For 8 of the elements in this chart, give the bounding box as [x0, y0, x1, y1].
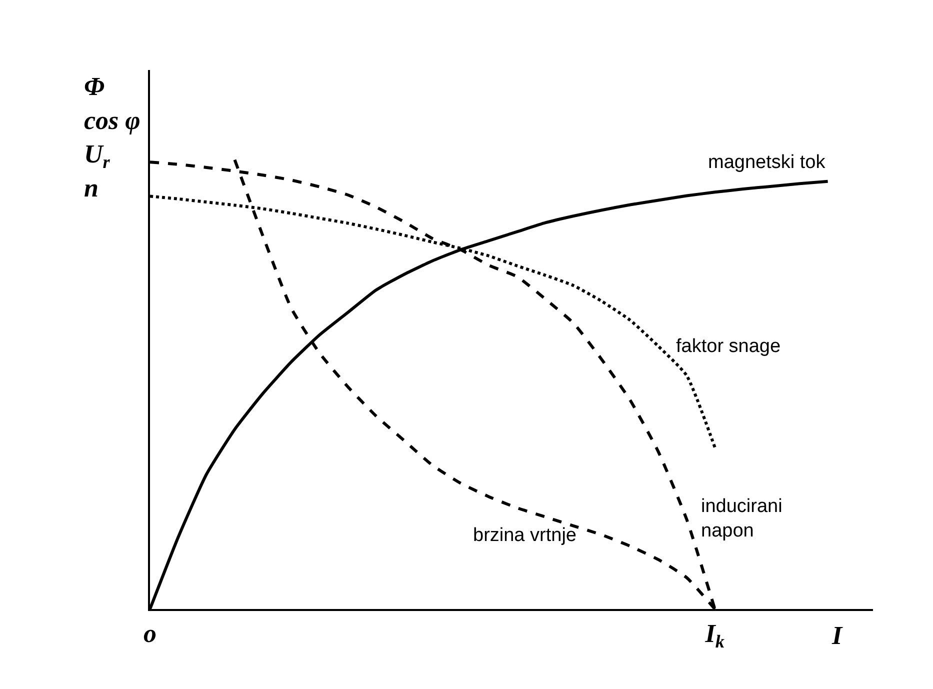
series-label: faktor snage	[676, 336, 781, 357]
x-tick-label: o	[144, 619, 156, 648]
y-axis-title: Φ cos φ U$_{r}$ n	[84, 72, 140, 202]
series-label: magnetski tok	[708, 152, 826, 173]
x-tick-label: I$_{k}$	[704, 619, 724, 652]
x-axis-title: I	[831, 621, 843, 650]
series-label: inducirani napon	[701, 496, 782, 542]
series-label: brzina vrtnje	[473, 525, 576, 546]
